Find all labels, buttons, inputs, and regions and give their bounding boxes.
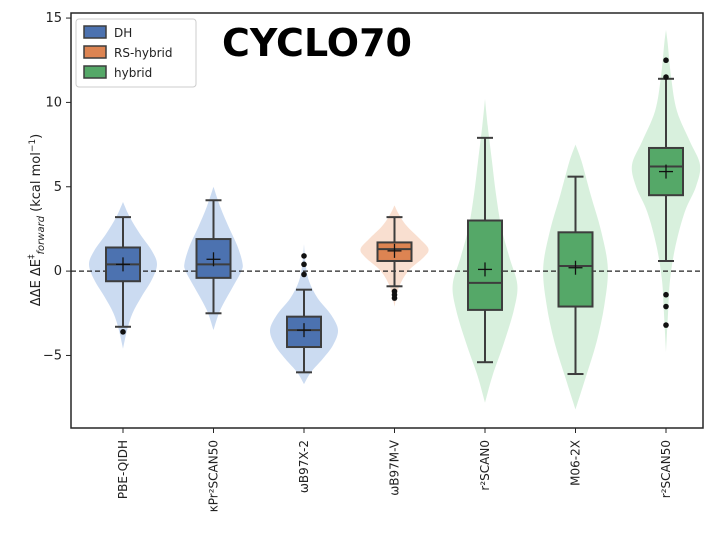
outlier-point — [301, 253, 307, 259]
y-label-main: ΔΔE ΔE — [29, 259, 44, 306]
boxes — [105, 57, 684, 376]
legend-swatch-1 — [83, 45, 107, 59]
outlier-point — [663, 303, 669, 310]
y-tick-label: 15 — [45, 11, 62, 26]
outlier-point — [663, 57, 669, 64]
legend-swatch-0 — [83, 25, 107, 39]
outlier-point — [120, 329, 126, 335]
x-tick-label: PBE-QIDH — [116, 440, 130, 499]
y-label-unit-sup: −1 — [28, 139, 38, 152]
legend-label-1: RS-hybrid — [114, 46, 173, 60]
y-label-sub: forward — [36, 215, 47, 254]
y-axis-label: ΔΔE ΔE‡forward (kcal mol−1) — [27, 134, 47, 306]
y-tick-label: −5 — [43, 348, 62, 363]
outlier-point — [301, 261, 307, 268]
x-tick-label: ωB97X-2 — [297, 440, 311, 493]
x-tick-label: r²SCAN50 — [659, 440, 673, 498]
outlier-point — [663, 74, 669, 80]
legend: DH RS-hybrid hybrid — [75, 18, 197, 88]
y-tick-label: 0 — [54, 264, 62, 279]
box-1 — [195, 238, 232, 279]
y-tick-label: 5 — [54, 180, 62, 195]
x-tick-label: r²SCAN0 — [478, 440, 492, 491]
outlier-point — [663, 322, 669, 328]
x-tick-label: κPr²SCAN50 — [207, 440, 221, 512]
outlier-point — [391, 295, 398, 301]
x-tick-label: ωB97M-V — [388, 439, 402, 496]
outlier-point — [301, 271, 307, 278]
x-tick-label: M06-2X — [569, 440, 583, 486]
legend-label-0: DH — [114, 26, 132, 40]
outlier-point — [663, 291, 669, 298]
y-label-unit: (kcal mol — [29, 152, 44, 216]
legend-swatch-2 — [83, 65, 107, 79]
chart-title: CYCLO70 — [222, 21, 412, 65]
y-label-end: ) — [29, 134, 44, 139]
y-tick-label: 10 — [45, 95, 62, 110]
y-label-sup: ‡ — [27, 254, 37, 259]
y-axis-ticks: −5 0 5 10 15 — [43, 11, 71, 363]
x-axis-ticks: PBE-QIDH κPr²SCAN50 ωB97X-2 ωB97M-V r²SCAN0 M… — [116, 428, 673, 512]
legend-label-2: hybrid — [114, 66, 152, 80]
